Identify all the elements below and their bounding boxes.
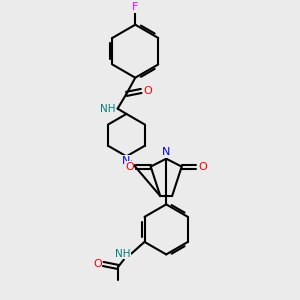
Text: O: O — [199, 162, 207, 172]
Text: O: O — [125, 162, 134, 172]
Text: NH: NH — [115, 249, 131, 259]
Text: N: N — [122, 156, 130, 166]
Text: O: O — [93, 259, 102, 269]
Text: N: N — [162, 147, 170, 157]
Text: NH: NH — [100, 103, 115, 114]
Text: F: F — [132, 2, 139, 12]
Text: O: O — [143, 86, 152, 96]
